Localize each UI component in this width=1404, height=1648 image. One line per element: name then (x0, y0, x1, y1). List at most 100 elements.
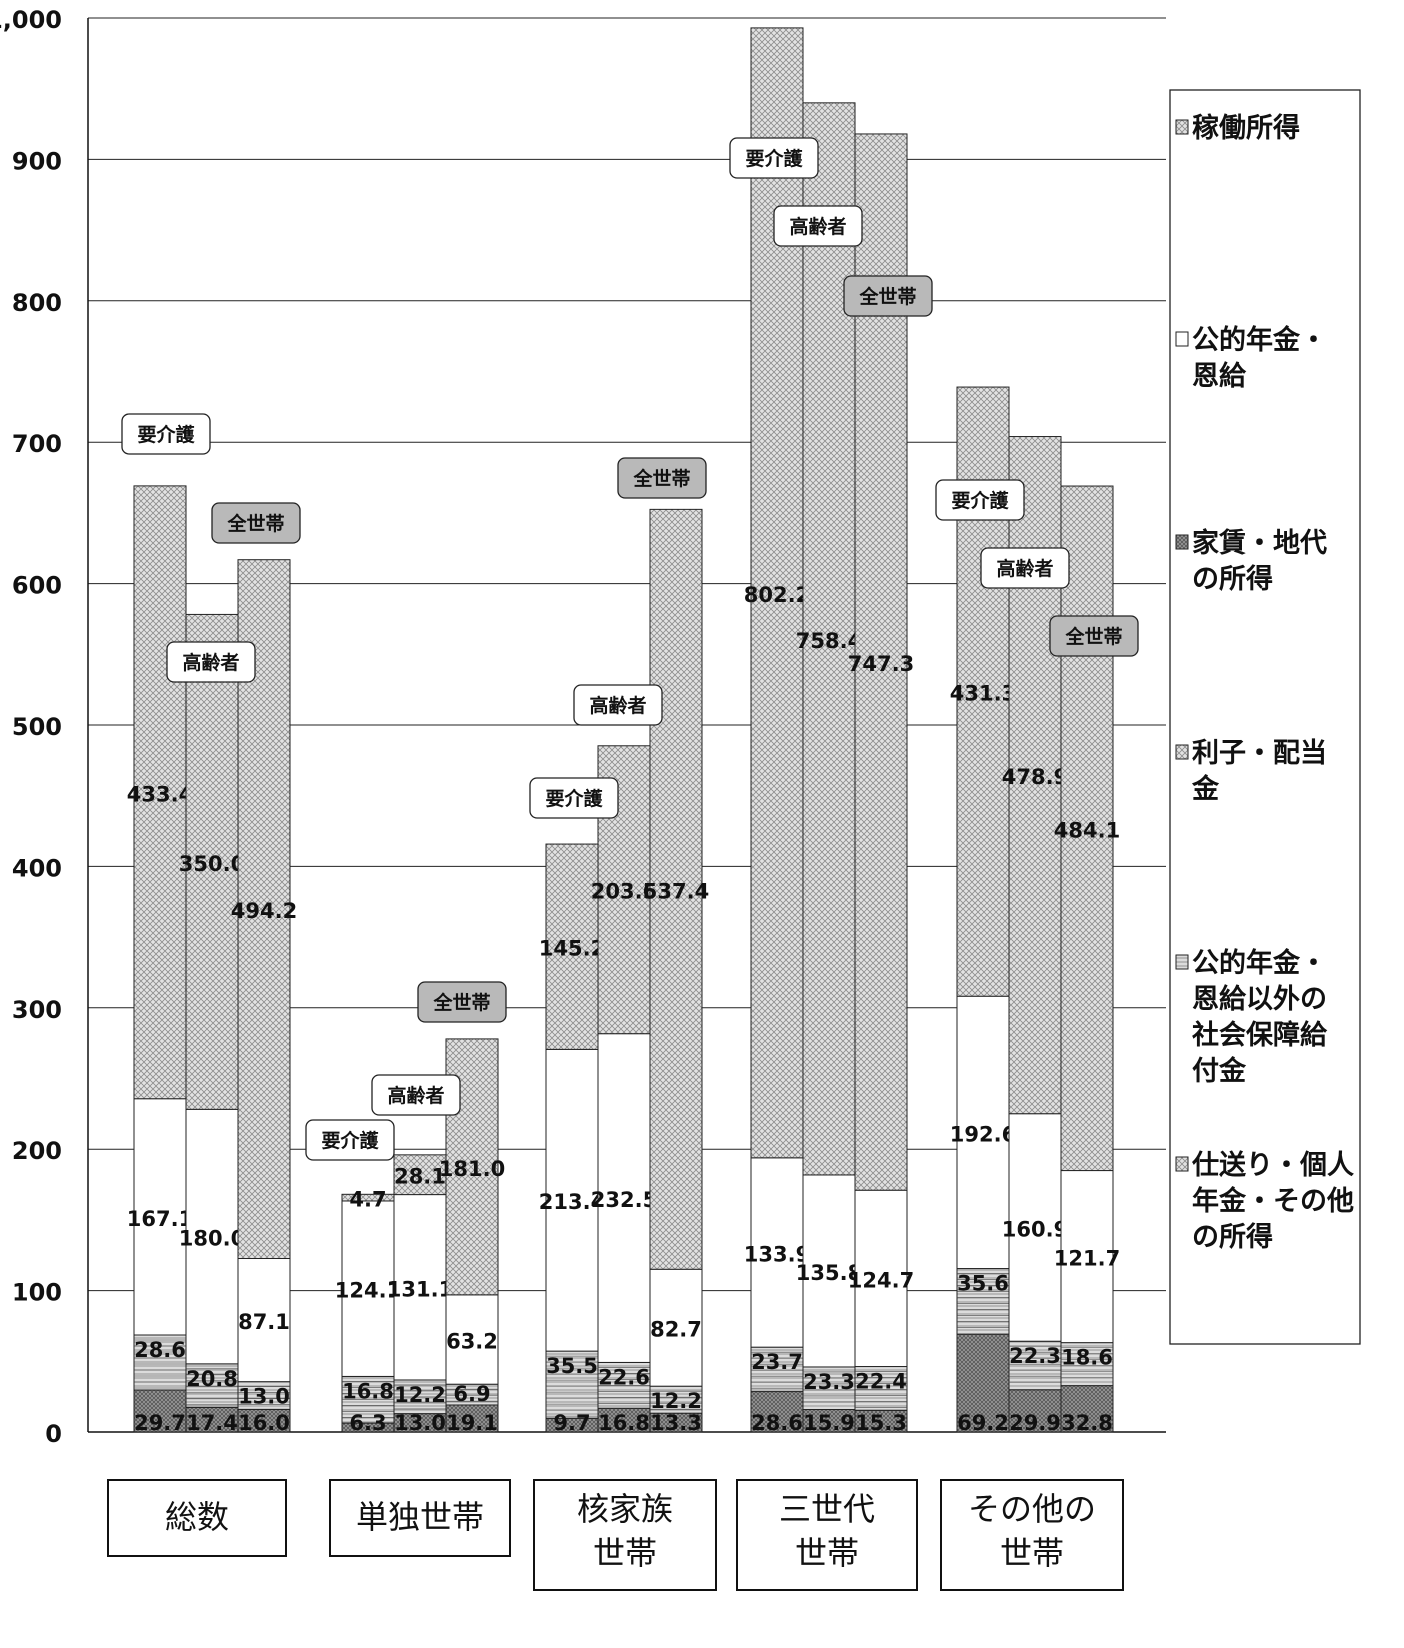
bar-value-label: 145.2 (539, 937, 605, 961)
bar-segment (393, 1194, 447, 1381)
category-label: その他の (968, 1490, 1096, 1528)
bar-value-label: 17.4 (186, 1411, 238, 1435)
category-label: 単独世帯 (356, 1498, 484, 1536)
bar-segment (545, 1048, 599, 1352)
category-box (940, 1479, 1124, 1591)
legend-label: 付金 (1192, 1055, 1247, 1087)
legend-swatch (1175, 119, 1189, 135)
bar-value-label: 232.5 (591, 1188, 657, 1212)
bar-segment (185, 1363, 239, 1408)
bar-value-label: 9.7 (553, 1411, 590, 1435)
bar-label-badge (371, 1074, 461, 1116)
legend-swatch (1175, 1156, 1189, 1172)
bar-value-label: 121.7 (1054, 1247, 1120, 1271)
bar-segment (1060, 485, 1114, 1172)
bar-value-label: 22.6 (598, 1365, 650, 1389)
bar-value-label: 29.9 (1009, 1411, 1061, 1435)
legend-label: 公的年金・ (1192, 947, 1327, 979)
bar-value-label: 12.2 (394, 1383, 446, 1407)
y-tick-label: 1,000 (0, 6, 62, 34)
bar-value-label: 87.1 (238, 1310, 290, 1334)
y-tick-label: 500 (12, 713, 62, 741)
category-label: 核家族 (577, 1490, 673, 1528)
bar-value-label: 15.3 (855, 1411, 907, 1435)
bar-label-badge (305, 1119, 395, 1161)
bar-segment (237, 1258, 291, 1383)
bar-label-text: 要介護 (321, 1129, 379, 1152)
category-label: 世帯 (795, 1534, 859, 1572)
bar-label-badge (729, 137, 819, 179)
legend-label: の所得 (1192, 564, 1273, 595)
bar-label-badge (773, 205, 863, 247)
bar-label-badge (121, 413, 211, 455)
bar-value-label: 802.2 (744, 583, 810, 607)
bar-label-badges: 要介護高齢者全世帯要介護高齢者全世帯要介護高齢者全世帯要介護高齢者全世帯要介護高… (121, 137, 1139, 1161)
y-tick-label: 300 (12, 996, 62, 1024)
bar-label-text: 全世帯 (1064, 625, 1122, 648)
category-label: 世帯 (593, 1534, 657, 1572)
bar-value-label: 28.6 (751, 1411, 803, 1435)
bar-value-label: 350.0 (179, 852, 245, 876)
bar-value-label: 537.4 (643, 879, 709, 903)
bar-value-label: 758.4 (796, 629, 862, 653)
bar-segment (802, 1174, 856, 1368)
bar-value-label: 13.3 (650, 1411, 702, 1435)
bar-segment (750, 1157, 804, 1348)
y-tick-label: 700 (12, 430, 62, 458)
bar-label-badge (843, 275, 933, 317)
bar-segment (802, 1366, 856, 1411)
y-tick-label: 900 (12, 147, 62, 175)
bar-value-label: 124.7 (848, 1268, 914, 1292)
bar-value-label: 82.7 (650, 1318, 702, 1342)
bar-value-label: 433.4 (127, 782, 193, 806)
category-label: 総数 (165, 1498, 229, 1536)
bar-label-badge (573, 684, 663, 726)
bar-segment (445, 1404, 499, 1433)
legend-label: 金 (1191, 773, 1220, 805)
bar-segment (854, 1189, 908, 1368)
category-label: 世帯 (1000, 1534, 1064, 1572)
bar-value-label: 192.6 (950, 1122, 1016, 1146)
bar-segment (854, 1366, 908, 1411)
bar-label-text: 要介護 (545, 787, 603, 810)
bar-value-label: 131.1 (387, 1277, 453, 1301)
bar-value-label: 6.9 (453, 1382, 490, 1406)
category-box (329, 1479, 511, 1557)
bar-value-label: 23.7 (751, 1350, 803, 1374)
bar-value-label: 13.0 (238, 1385, 290, 1409)
legend-label: 社会保障給 (1192, 1019, 1328, 1051)
bar-label-text: 全世帯 (858, 285, 916, 308)
bar-segment (133, 1334, 187, 1391)
bar-value-label: 35.6 (957, 1272, 1009, 1296)
bar-value-label: 22.4 (855, 1370, 907, 1394)
bar-label-text: 全世帯 (632, 467, 690, 490)
bar-value-label: 19.1 (446, 1411, 498, 1435)
y-axis: 0 100 200 300 400 500 600 700 800 900 1,000 (0, 6, 1166, 1448)
legend-box (1169, 89, 1361, 1345)
bar-label-text: 全世帯 (226, 512, 284, 535)
legend-swatch (1175, 954, 1189, 970)
bar-label-text: 高齢者 (387, 1084, 444, 1107)
legend-label: 利子・配当 (1192, 738, 1327, 769)
bar-value-label: 28.6 (134, 1338, 186, 1362)
bar-value-label: 23.3 (803, 1370, 855, 1394)
bar-segment (649, 1268, 703, 1387)
y-tick-label: 800 (12, 289, 62, 317)
bar-value-label: 180.0 (179, 1227, 245, 1251)
bar-value-label: 28.1 (394, 1165, 446, 1189)
y-tick-label: 200 (12, 1137, 62, 1165)
bar-segment (133, 1389, 187, 1433)
bar-value-label: 133.9 (744, 1242, 810, 1266)
category-label: 三世代 (779, 1490, 875, 1528)
legend: 稼働所得公的年金・恩給家賃・地代の所得利子・配当金公的年金・恩給以外の社会保障給… (1169, 89, 1361, 1345)
y-tick-label: 0 (45, 1420, 62, 1448)
bar-label-text: 高齢者 (789, 215, 846, 238)
legend-label: 恩給 (1192, 360, 1247, 392)
bars-layer: 29.7 28.6 167.1 433.4 17.4 20.8 180.0 350.0 16.0… (127, 27, 1120, 1435)
bar-label-badge (529, 777, 619, 819)
bar-value-label: 16.8 (342, 1379, 394, 1403)
category-box (533, 1479, 717, 1591)
bar-value-label: 203.6 (591, 880, 657, 904)
legend-label: 年金・その他 (1192, 1185, 1354, 1217)
